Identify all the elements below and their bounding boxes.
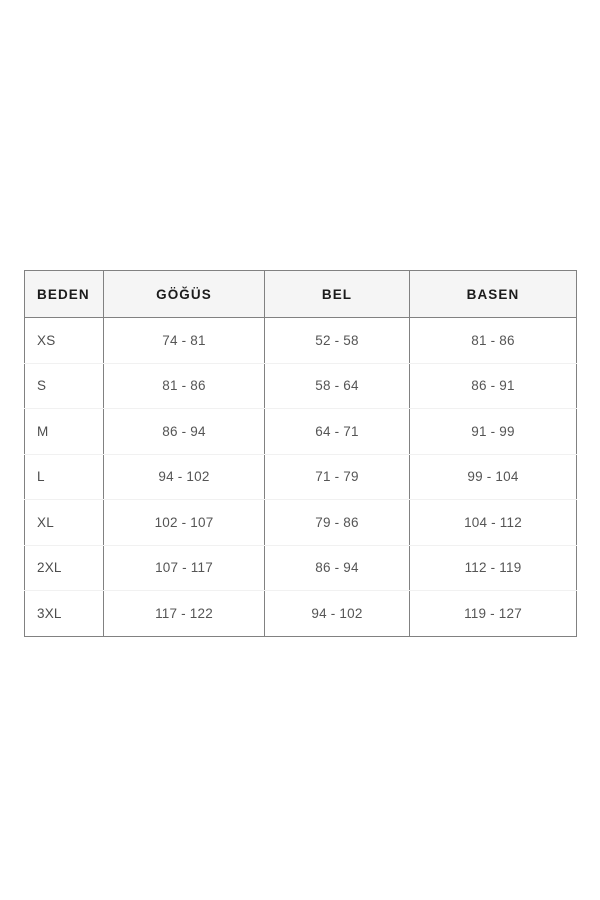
- cell-chest: 94 - 102: [103, 454, 265, 500]
- cell-chest: 74 - 81: [103, 317, 265, 364]
- cell-size: L: [24, 454, 104, 500]
- table-row: XL 102 - 107 79 - 86 104 - 112: [24, 499, 577, 546]
- cell-chest: 117 - 122: [103, 590, 265, 636]
- cell-hip: 104 - 112: [409, 499, 577, 546]
- size-chart-container: BEDEN GÖĞÜS BEL BASEN XS 74 - 81 52 - 58…: [24, 270, 577, 637]
- size-chart-table: BEDEN GÖĞÜS BEL BASEN XS 74 - 81 52 - 58…: [24, 270, 577, 637]
- cell-chest: 86 - 94: [103, 408, 265, 455]
- column-header-size: BEDEN: [24, 270, 104, 318]
- table-row: 3XL 117 - 122 94 - 102 119 - 127: [24, 590, 577, 636]
- cell-chest: 107 - 117: [103, 545, 265, 591]
- table-row: S 81 - 86 58 - 64 86 - 91: [24, 363, 577, 409]
- table-header: BEDEN GÖĞÜS BEL BASEN: [24, 270, 577, 318]
- cell-size: XL: [24, 499, 104, 546]
- column-header-waist: BEL: [264, 270, 410, 318]
- cell-waist: 64 - 71: [264, 408, 410, 455]
- cell-waist: 94 - 102: [264, 590, 410, 636]
- cell-chest: 81 - 86: [103, 363, 265, 409]
- cell-hip: 112 - 119: [409, 545, 577, 591]
- cell-size: XS: [24, 317, 104, 364]
- cell-hip: 91 - 99: [409, 408, 577, 455]
- column-header-chest: GÖĞÜS: [103, 270, 265, 318]
- header-row: BEDEN GÖĞÜS BEL BASEN: [24, 270, 577, 318]
- table-row: M 86 - 94 64 - 71 91 - 99: [24, 408, 577, 455]
- table-row: 2XL 107 - 117 86 - 94 112 - 119: [24, 545, 577, 591]
- cell-hip: 81 - 86: [409, 317, 577, 364]
- table-row: XS 74 - 81 52 - 58 81 - 86: [24, 317, 577, 364]
- cell-hip: 119 - 127: [409, 590, 577, 636]
- cell-waist: 86 - 94: [264, 545, 410, 591]
- cell-size: S: [24, 363, 104, 409]
- cell-hip: 99 - 104: [409, 454, 577, 500]
- cell-waist: 71 - 79: [264, 454, 410, 500]
- table-row: L 94 - 102 71 - 79 99 - 104: [24, 454, 577, 500]
- cell-waist: 52 - 58: [264, 317, 410, 364]
- cell-size: M: [24, 408, 104, 455]
- cell-size: 2XL: [24, 545, 104, 591]
- cell-size: 3XL: [24, 590, 104, 636]
- table-body: XS 74 - 81 52 - 58 81 - 86 S 81 - 86 58 …: [24, 317, 577, 636]
- cell-waist: 58 - 64: [264, 363, 410, 409]
- cell-hip: 86 - 91: [409, 363, 577, 409]
- cell-chest: 102 - 107: [103, 499, 265, 546]
- column-header-hip: BASEN: [409, 270, 577, 318]
- cell-waist: 79 - 86: [264, 499, 410, 546]
